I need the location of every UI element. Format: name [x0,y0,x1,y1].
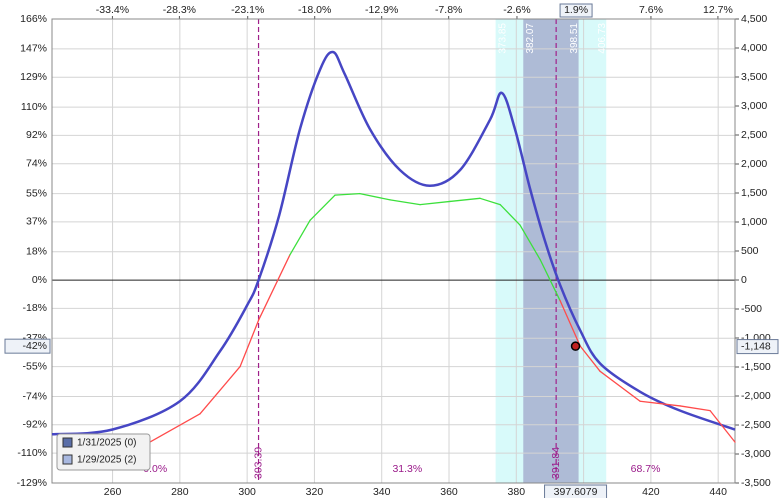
x-tick-label: 300 [238,486,256,498]
today-line-segment [639,400,681,407]
today-line-segment [519,224,541,261]
today-line-segment [199,365,241,415]
cursor-y-box [4,338,51,354]
today-line-segment [449,197,481,203]
today-line-segment [539,259,561,302]
legend-label: 1/31/2025 (0) [77,438,137,449]
y-tick-label: 129% [20,71,47,83]
x-tick-label: 440 [709,486,727,498]
legend-label: 1/29/2025 (2) [77,455,137,466]
x-tick-label: 280 [171,486,189,498]
y2-tick-label: -1,500 [741,361,771,373]
band-label: 382.07 [525,23,536,54]
today-line-segment [389,199,421,206]
today-line-segment [334,192,361,196]
legend-swatch [62,454,73,465]
y-tick-label: 37% [26,216,47,228]
legend-box [56,433,151,471]
y2-tick-label: 4,000 [741,42,767,54]
x2-tick-label: -23.1% [231,4,264,16]
y-tick-label: 110% [21,101,47,113]
y2-tick-label: -500 [741,303,762,315]
today-line-segment [239,318,260,368]
cursor-x-label: 397.6079 [554,486,598,498]
y-tick-label: -92% [22,419,47,431]
x2-tick-label: 12.7% [703,4,733,16]
plot-frame [51,18,736,484]
region-probability: 31.3% [392,463,422,475]
x-tick-label: 380 [508,486,526,498]
y2-tick-label: -2,500 [741,419,771,431]
x-tick-label: 260 [104,486,122,498]
x2-tick-label: -12.9% [365,4,398,16]
today-line-segment [579,345,601,372]
x2-tick-label: -2.6% [503,4,530,16]
legend-swatch [62,437,73,448]
cursor-y-label: -42% [22,340,47,352]
today-line-segment [419,200,451,206]
y2-tick-label: 4,500 [741,13,767,25]
x2-tick-label: -7.8% [435,4,462,16]
today-line-segment [309,194,336,221]
cursor-y2-label: -1,148 [741,340,771,352]
y2-tick-label: 500 [741,245,759,257]
today-line-segment [149,413,201,443]
y2-tick-label: 1,500 [741,187,767,199]
y-tick-label: 0% [32,274,47,286]
today-line-segment [559,299,581,347]
y2-tick-label: 2,000 [741,158,767,170]
range-band [523,19,579,483]
y-tick-label: -55% [22,360,47,372]
band-label: 406.73 [597,23,608,54]
y-tick-label: 74% [26,157,47,169]
today-line-segment [599,370,641,402]
y2-tick-label: 2,500 [741,129,767,141]
y2-tick-label: -3,500 [741,477,771,489]
breakeven-label: 391.84 [550,447,562,479]
y2-tick-label: 3,000 [741,100,767,112]
y-tick-label: 18% [26,246,47,258]
band-label: 398.51 [569,23,580,54]
cursor-x2-box [559,3,593,18]
y-tick-label: -74% [22,390,47,402]
y-tick-label: 92% [26,129,47,141]
y-tick-label: 55% [26,187,47,199]
x-tick-label: 320 [306,486,324,498]
x2-tick-label: -28.3% [163,4,196,16]
today-line-segment [709,409,736,443]
y2-tick-label: 0 [741,274,747,286]
expiration-line [51,50,736,436]
x-tick-label: 340 [373,486,391,498]
region-probability: 68.7% [631,463,661,475]
x2-tick-label: -33.4% [96,4,129,16]
y2-tick-label: 1,000 [741,216,767,228]
x2-tick-label: 7.6% [639,4,663,16]
breakeven-label: 303.39 [252,447,264,479]
x-tick-label: 420 [642,486,660,498]
cursor-point [570,341,581,351]
today-line-segment [679,405,711,412]
today-line-segment [479,197,501,206]
y2-tick-label: 3,500 [741,71,767,83]
y2-tick-label: -3,000 [741,448,771,460]
x-tick-label: 360 [440,486,458,498]
y-tick-label: 166% [20,13,47,25]
y-tick-label: -110% [17,447,47,459]
today-line-segment [499,203,521,226]
today-line-segment [359,192,391,201]
y-tick-label: 147% [20,43,47,55]
today-line-segment [289,219,311,256]
x2-tick-label: -18.0% [298,4,331,16]
cursor-x2-label: 1.9% [564,4,588,16]
y2-tick-label: -2,000 [741,390,771,402]
y-tick-label: -18% [22,302,47,314]
today-line-segment [258,254,291,321]
cursor-y2-box [736,339,779,355]
y-tick-label: -129% [17,477,47,489]
band-label: 373.85 [497,23,508,54]
